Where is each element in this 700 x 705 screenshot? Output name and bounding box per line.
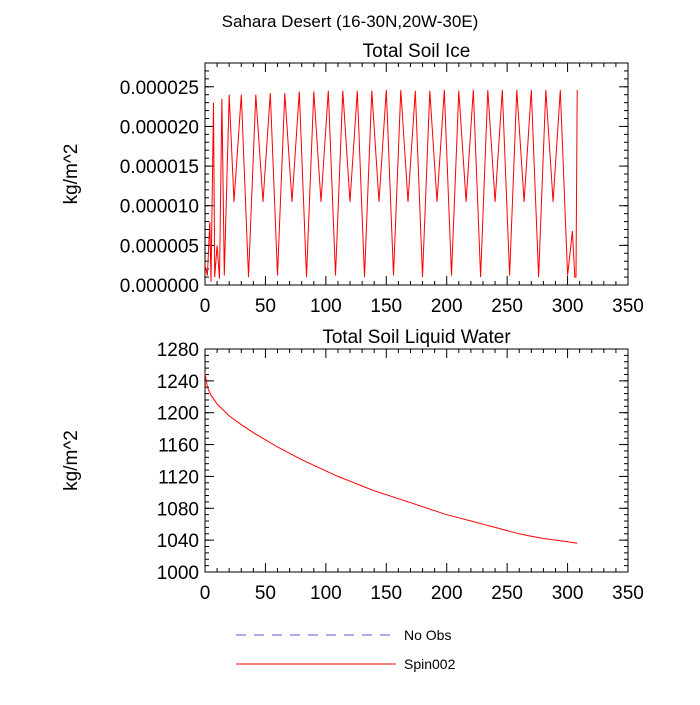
y-tick-label: 1080 <box>157 499 199 520</box>
legend: No Obs Spin002 <box>236 627 456 672</box>
x-tick-label: 50 <box>255 296 276 317</box>
x-tick-label: 150 <box>370 296 402 317</box>
plot-frame <box>204 348 629 573</box>
x-tick-label: 0 <box>200 296 211 317</box>
panel-title: Total Soil Liquid Water <box>322 327 511 348</box>
plot-frame <box>204 62 629 286</box>
x-tick-label: 350 <box>612 296 644 317</box>
x-tick-label: 250 <box>491 296 523 317</box>
y-tick-label: 1200 <box>157 404 199 425</box>
y-axis-label: kg/m^2 <box>61 430 82 491</box>
figure-title: Sahara Desert (16-30N,20W-30E) <box>222 12 479 31</box>
y-tick-label: 0.000005 <box>120 236 199 257</box>
y-tick-label: 1280 <box>157 340 199 361</box>
panel-total-soil-ice: Total Soil Ice 0 50 100 150 200 250 300 350 0.000… <box>61 41 644 317</box>
x-tick-label: 300 <box>552 296 584 317</box>
y-tick-label: 0.000000 <box>120 276 199 297</box>
legend-label: Spin002 <box>404 656 456 672</box>
x-tick-label: 100 <box>310 296 342 317</box>
x-tick-label: 50 <box>255 583 276 604</box>
y-tick-label: 0.000010 <box>120 197 199 218</box>
y-tick-label: 0.000025 <box>120 78 199 99</box>
x-tick-label: 250 <box>491 583 523 604</box>
x-tick-label: 350 <box>612 583 644 604</box>
legend-label: No Obs <box>404 627 451 643</box>
y-tick-label: 1160 <box>158 436 199 457</box>
y-tick-label: 0.000015 <box>120 157 199 178</box>
x-tick-label: 100 <box>310 583 342 604</box>
panel-title: Total Soil Ice <box>363 41 471 62</box>
x-tick-label: 300 <box>552 583 584 604</box>
panel-total-soil-liquid-water: Total Soil Liquid Water 0 50 100 150 200 250 30… <box>61 327 644 604</box>
series-line-spin002 <box>204 372 578 544</box>
series-line-spin002 <box>204 89 578 282</box>
x-tick-label: 200 <box>431 296 463 317</box>
y-tick-label: 1240 <box>157 372 199 393</box>
x-tick-label: 0 <box>200 583 211 604</box>
y-tick-label: 1120 <box>158 467 199 488</box>
y-tick-label: 1040 <box>157 531 199 552</box>
x-tick-label: 150 <box>370 583 402 604</box>
y-axis-label: kg/m^2 <box>61 144 82 205</box>
y-tick-label: 0.000020 <box>120 117 199 138</box>
x-tick-label: 200 <box>431 583 463 604</box>
y-tick-label: 1000 <box>157 563 199 584</box>
